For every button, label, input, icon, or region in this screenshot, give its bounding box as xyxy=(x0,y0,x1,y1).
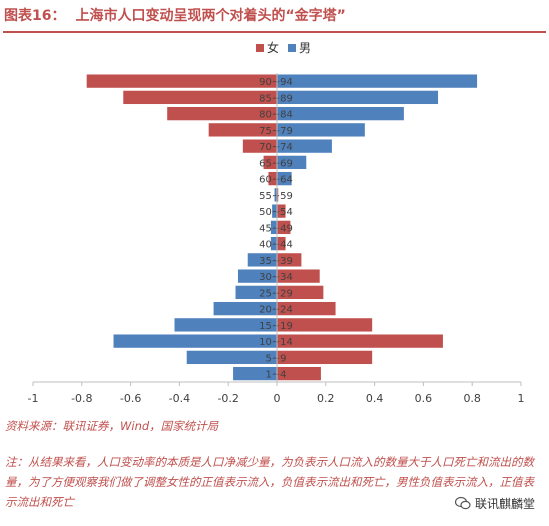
population-pyramid-chart: 女 男 1~4 5~9 10~14 15~19 20~24 25~29 30~34 35~39 40… xyxy=(28,40,525,405)
x-tick-label: 0.8 xyxy=(463,392,481,405)
figure-number: 图表16： xyxy=(4,8,66,24)
category-label: 90~94 xyxy=(259,77,293,88)
x-tick-label: -0.2 xyxy=(217,392,238,405)
bar-male xyxy=(274,188,277,202)
bar-male xyxy=(174,318,277,332)
x-tick-label: -1 xyxy=(28,392,39,405)
header-rule xyxy=(3,31,546,33)
category-label: 80~84 xyxy=(259,110,293,121)
bar-male xyxy=(237,269,277,283)
category-label: 45~49 xyxy=(259,223,293,234)
bar-female xyxy=(277,285,324,300)
x-tick-label: 0.2 xyxy=(317,392,335,405)
footnote: 注：从结果来看，人口变动率的本质是人口净减少量，为负表示人口流入的数量大于人口死… xyxy=(5,455,534,509)
bar-male xyxy=(233,366,277,381)
bar-female xyxy=(277,188,279,202)
x-tick-label: -0.8 xyxy=(71,392,92,405)
bar-male xyxy=(113,334,278,348)
category-label: 1~4 xyxy=(265,370,286,381)
bar-female xyxy=(86,74,278,88)
category-label: 20~24 xyxy=(259,305,293,316)
x-tick-label: 0.4 xyxy=(366,392,384,405)
x-tick-label: -0.4 xyxy=(169,392,190,405)
bar-male xyxy=(272,204,277,218)
category-label: 75~79 xyxy=(259,126,293,137)
category-label: 55~59 xyxy=(259,191,293,202)
bar-male xyxy=(277,171,292,186)
bar-female xyxy=(277,318,373,332)
category-label: 5~9 xyxy=(265,353,286,364)
bar-female xyxy=(277,220,291,235)
bar-female xyxy=(167,106,277,121)
bar-male xyxy=(186,350,277,365)
category-label: 65~69 xyxy=(259,158,293,169)
bar-male xyxy=(277,123,365,137)
bar-male xyxy=(277,90,439,105)
category-label: 15~19 xyxy=(259,321,293,332)
category-label: 35~39 xyxy=(259,256,293,267)
watermark: 联讯麒麟堂 xyxy=(450,493,539,513)
bar-male xyxy=(247,253,277,267)
bar-female xyxy=(277,334,443,348)
category-label: 85~89 xyxy=(259,93,293,104)
x-tick-label: 1 xyxy=(518,392,525,405)
bar-female xyxy=(277,236,286,251)
bar-male xyxy=(277,74,478,88)
figure-title: 上海市人口变动呈现两个对着头的“金字塔” xyxy=(75,8,346,24)
bar-male xyxy=(277,155,307,170)
bar-female xyxy=(208,123,277,137)
bar-female xyxy=(268,171,277,186)
x-tick-label: 0 xyxy=(274,392,281,405)
bar-female xyxy=(123,90,277,105)
bar-female xyxy=(277,269,320,283)
category-label: 30~34 xyxy=(259,272,293,283)
bar-male xyxy=(277,106,404,121)
x-tick-label: -0.6 xyxy=(120,392,141,405)
legend-swatch xyxy=(256,44,264,52)
category-label: 60~64 xyxy=(259,175,293,186)
category-label: 40~44 xyxy=(259,240,293,251)
legend-label: 女 xyxy=(267,40,279,55)
bar-female xyxy=(277,253,302,267)
legend-label: 男 xyxy=(299,41,311,55)
bar-female xyxy=(277,350,373,365)
bar-male xyxy=(270,236,277,251)
bar-female xyxy=(263,155,277,170)
bar-male xyxy=(277,139,332,153)
wechat-icon xyxy=(454,496,471,510)
watermark-text: 联讯麒麟堂 xyxy=(474,496,535,511)
bar-male xyxy=(235,285,277,300)
bar-female xyxy=(277,204,286,218)
category-label: 25~29 xyxy=(259,288,293,299)
bar-male xyxy=(213,301,277,316)
source-note: 资料来源：联讯证券，Wind，国家统计局 xyxy=(5,419,219,433)
bar-female xyxy=(242,139,277,153)
category-label: 50~54 xyxy=(259,207,293,218)
category-label: 10~14 xyxy=(259,337,293,348)
category-label: 70~74 xyxy=(259,142,293,153)
bar-female xyxy=(277,301,336,316)
legend-swatch xyxy=(288,44,296,52)
x-tick-label: 0.6 xyxy=(415,392,433,405)
bar-female xyxy=(277,366,321,381)
figure-header: 图表16： 上海市人口变动呈现两个对着头的“金字塔” xyxy=(4,6,545,30)
bar-male xyxy=(270,220,277,235)
